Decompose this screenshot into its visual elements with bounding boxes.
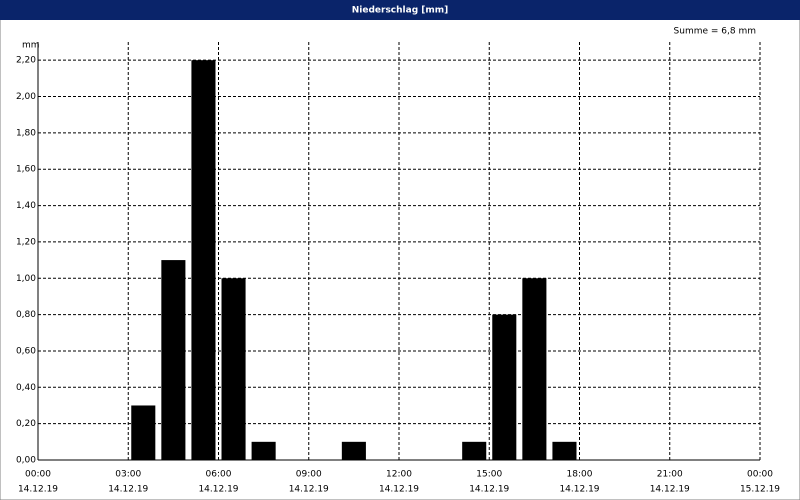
y-axis-label: mm bbox=[22, 41, 40, 51]
bar bbox=[552, 441, 577, 460]
x-tick-date: 15.12.19 bbox=[740, 485, 780, 495]
x-tick-label: 18:00 bbox=[567, 470, 593, 480]
x-tick-label: 00:00 bbox=[747, 470, 773, 480]
x-tick-label: 21:00 bbox=[657, 470, 683, 480]
x-tick-label: 06:00 bbox=[206, 470, 232, 480]
title-bar bbox=[0, 0, 800, 20]
chart-title: Niederschlag [mm] bbox=[352, 6, 449, 16]
y-tick-label: 1,60 bbox=[16, 165, 36, 175]
x-tick-label: 09:00 bbox=[296, 470, 322, 480]
y-tick-label: 0,80 bbox=[16, 310, 36, 320]
y-tick-label: 1,40 bbox=[16, 201, 36, 211]
x-tick-label: 00:00 bbox=[25, 470, 51, 480]
y-tick-label: 0,20 bbox=[16, 419, 36, 429]
x-tick-label: 12:00 bbox=[386, 470, 412, 480]
y-tick-label: 2,00 bbox=[16, 92, 36, 102]
x-tick-label: 15:00 bbox=[476, 470, 502, 480]
x-tick-date: 14.12.19 bbox=[18, 485, 58, 495]
bar bbox=[341, 441, 366, 460]
bar bbox=[492, 314, 517, 460]
y-tick-label: 1,80 bbox=[16, 128, 36, 138]
bar bbox=[191, 60, 216, 460]
y-tick-label: 2,20 bbox=[16, 56, 36, 66]
y-tick-label: 0,60 bbox=[16, 346, 36, 356]
y-tick-label: 1,20 bbox=[16, 237, 36, 247]
x-tick-date: 14.12.19 bbox=[650, 485, 690, 495]
bar bbox=[161, 260, 186, 460]
x-tick-date: 14.12.19 bbox=[559, 485, 599, 495]
y-tick-label: 0,40 bbox=[16, 383, 36, 393]
y-tick-label: 0,00 bbox=[16, 456, 36, 466]
bar bbox=[522, 278, 547, 460]
y-tick-label: 1,00 bbox=[16, 274, 36, 284]
x-tick-label: 03:00 bbox=[115, 470, 141, 480]
x-tick-date: 14.12.19 bbox=[469, 485, 509, 495]
x-tick-date: 14.12.19 bbox=[108, 485, 148, 495]
x-tick-date: 14.12.19 bbox=[289, 485, 329, 495]
x-tick-date: 14.12.19 bbox=[379, 485, 419, 495]
bar bbox=[221, 278, 246, 460]
bar bbox=[462, 441, 487, 460]
x-tick-date: 14.12.19 bbox=[198, 485, 238, 495]
annotation: Summe = 6,8 mm bbox=[674, 27, 756, 37]
bar bbox=[251, 441, 276, 460]
bar bbox=[131, 405, 156, 460]
